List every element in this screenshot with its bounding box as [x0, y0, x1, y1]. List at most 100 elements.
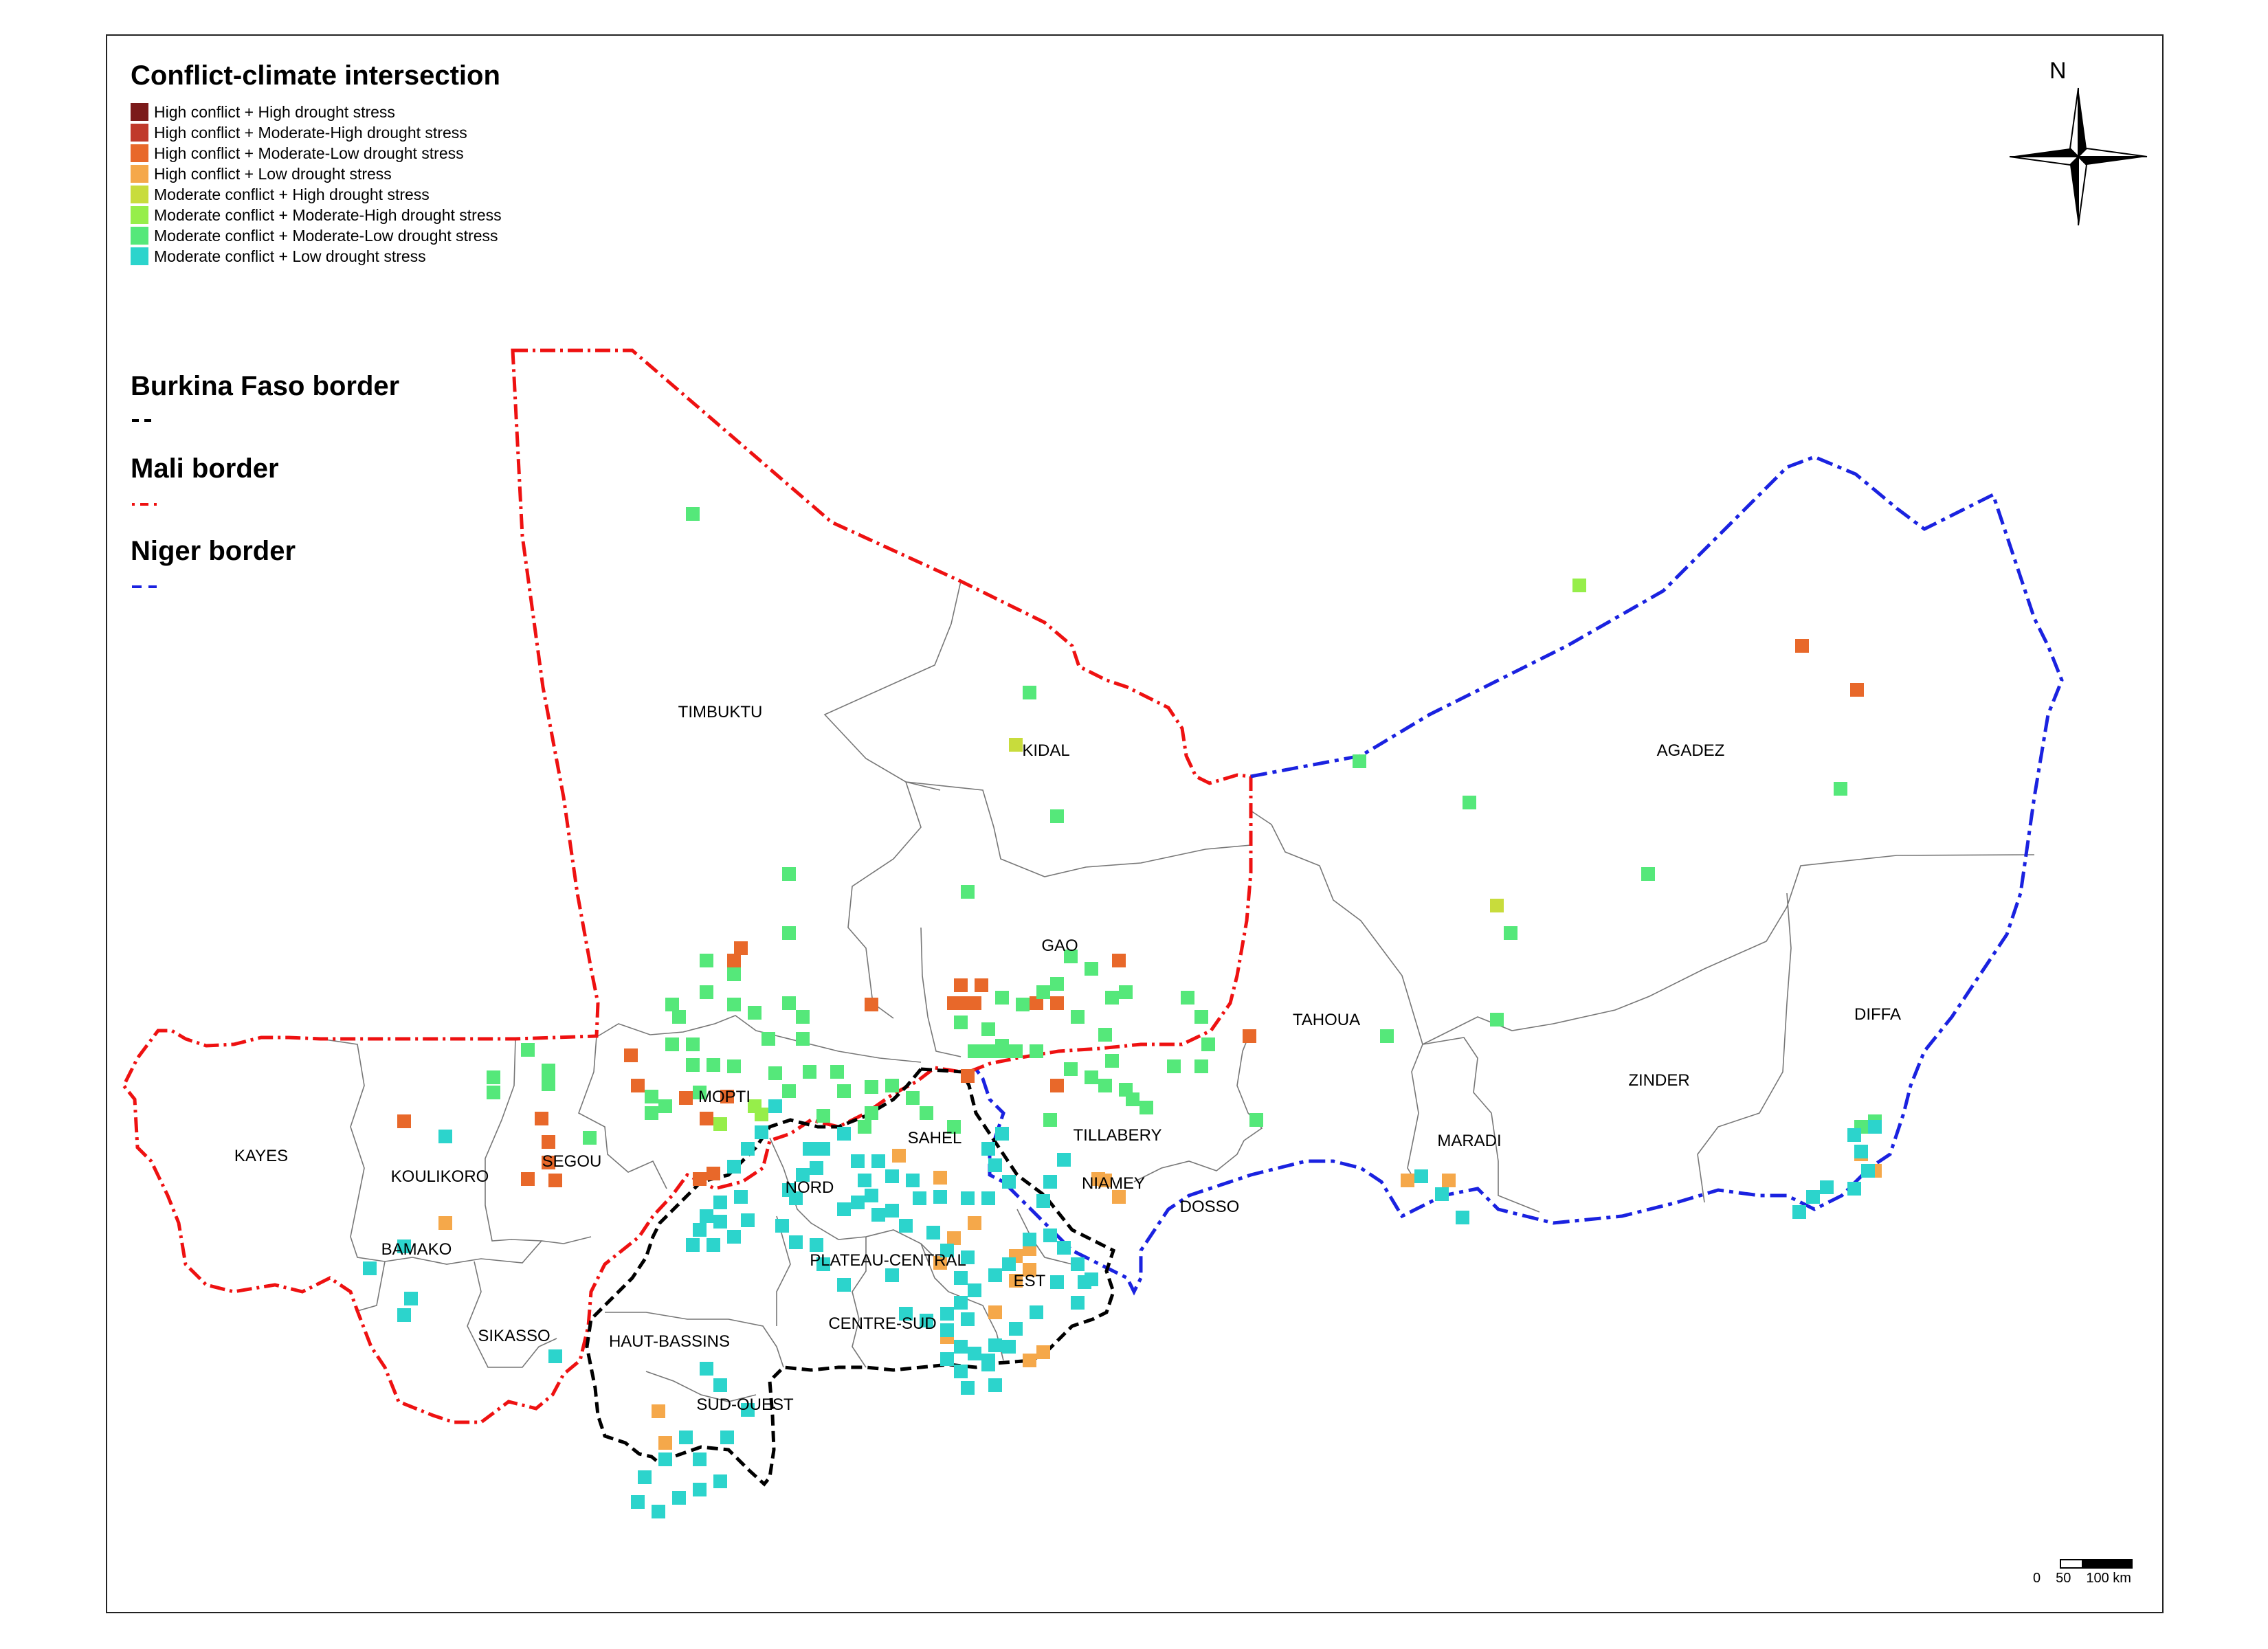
- intersection-cell: [1043, 1175, 1057, 1189]
- intersection-cell: [713, 1378, 727, 1392]
- boundary-agadez-tahoua: [1422, 854, 2035, 1045]
- intersection-cell: [1834, 782, 1847, 796]
- burkina-border-label: Burkina Faso border: [131, 371, 400, 401]
- intersection-cell: [1868, 1120, 1882, 1134]
- intersection-cell: [438, 1130, 452, 1143]
- intersection-cell: [638, 1470, 652, 1484]
- intersection-cell: [940, 1307, 954, 1321]
- scale-tick-0: 0: [2033, 1571, 2041, 1586]
- intersection-cell: [920, 1106, 933, 1120]
- intersection-cell: [734, 941, 748, 955]
- intersection-cell: [837, 1127, 851, 1141]
- intersection-cell: [624, 1048, 638, 1062]
- region-label-niamey: NIAMEY: [1082, 1174, 1145, 1193]
- intersection-cell: [782, 867, 796, 881]
- intersection-cell: [1050, 809, 1064, 823]
- intersection-cell: [885, 1204, 899, 1218]
- legend-label: High conflict + Moderate-High drought st…: [154, 123, 467, 142]
- intersection-cell: [1036, 1194, 1050, 1208]
- boundary-bf-internal-5: [776, 1215, 791, 1326]
- legend-item: Moderate conflict + Moderate-High drough…: [131, 205, 502, 225]
- intersection-cell: [1194, 1010, 1208, 1024]
- intersection-cell: [816, 1257, 830, 1271]
- intersection-cell: [782, 1183, 796, 1197]
- intersection-cell: [796, 1032, 810, 1046]
- intersection-cell: [658, 1452, 672, 1466]
- intersection-cell: [796, 1010, 810, 1024]
- boundary-mopti-south: [597, 1015, 922, 1063]
- intersection-cell: [1023, 1263, 1036, 1277]
- region-label-tahoua: TAHOUA: [1293, 1011, 1360, 1029]
- intersection-cell: [713, 1474, 727, 1488]
- intersection-cell: [954, 1365, 968, 1378]
- intersection-cell: [761, 1032, 775, 1046]
- intersection-cell: [693, 1483, 707, 1496]
- legend-swatch: [131, 227, 148, 245]
- intersection-cell: [1847, 1128, 1861, 1142]
- boundary-koulikoro-segou: [485, 1038, 542, 1242]
- region-labels: KAYES KOULIKORO SEGOU BAMAKO SIKASSO MOP…: [234, 703, 1901, 1414]
- intersection-cell: [961, 1069, 975, 1083]
- intersection-cell: [1194, 1059, 1208, 1073]
- intersection-cell: [1002, 1175, 1016, 1189]
- intersection-cell: [1249, 1113, 1263, 1127]
- map-frame: [106, 34, 2164, 1613]
- intersection-cell: [968, 996, 981, 1010]
- intersection-cell: [727, 1059, 741, 1073]
- intersection-cell: [1806, 1190, 1820, 1204]
- intersection-cell: [1085, 1272, 1098, 1286]
- boundary-bf-internal-6: [645, 1371, 757, 1402]
- intersection-cell: [1009, 1274, 1023, 1288]
- intersection-cell: [988, 1378, 1002, 1392]
- intersection-cell: [768, 1066, 782, 1080]
- region-label-est: EST: [1014, 1272, 1046, 1290]
- intersection-cell: [679, 1091, 693, 1105]
- intersection-cell: [741, 1142, 755, 1156]
- boundary-tahoua-maradi: [1407, 1044, 1423, 1182]
- intersection-cell: [796, 1168, 810, 1182]
- intersection-cell: [707, 1167, 720, 1180]
- intersection-cell: [707, 1238, 720, 1252]
- intersection-cell: [438, 1216, 452, 1230]
- intersection-cell: [1009, 1044, 1023, 1058]
- intersection-cell: [1091, 1172, 1105, 1186]
- intersection-cell: [933, 1256, 947, 1270]
- intersection-cell: [1442, 1174, 1456, 1187]
- intersection-cell: [686, 1058, 700, 1072]
- region-label-koulikoro: KOULIKORO: [391, 1167, 489, 1186]
- intersection-cell: [1854, 1145, 1868, 1158]
- legend-list: High conflict + High drought stress High …: [131, 102, 502, 267]
- legend-item: Moderate conflict + Moderate-Low drought…: [131, 225, 502, 246]
- intersection-cell: [665, 1037, 679, 1051]
- intersection-cell: [1064, 950, 1078, 963]
- intersection-cell: [1414, 1169, 1428, 1183]
- boundary-zinder-diffa: [1697, 893, 1792, 1203]
- intersection-cell: [1641, 867, 1655, 881]
- intersection-cell: [755, 1125, 768, 1139]
- intersection-cell: [713, 1215, 727, 1229]
- intersection-cell: [954, 1016, 968, 1029]
- intersection-cell: [961, 1250, 975, 1264]
- legend-title: Conflict-climate intersection: [131, 60, 500, 91]
- intersection-cell: [631, 1495, 645, 1509]
- region-label-diffa: DIFFA: [1854, 1005, 1901, 1024]
- intersection-cell: [913, 1191, 926, 1205]
- legend-swatch: [131, 144, 148, 162]
- intersection-cell: [583, 1131, 597, 1145]
- intersection-cell: [1435, 1187, 1449, 1201]
- region-label-zinder: ZINDER: [1628, 1071, 1689, 1090]
- scale-tick-50: 50: [2056, 1571, 2071, 1586]
- intersection-cell: [1105, 991, 1119, 1005]
- intersection-cell: [858, 1174, 871, 1187]
- intersection-cell: [1119, 985, 1133, 999]
- intersection-cell: [1023, 1233, 1036, 1246]
- intersection-cell: [1030, 996, 1043, 1010]
- intersection-cell: [631, 1079, 645, 1092]
- intersection-cell: [988, 1268, 1002, 1282]
- intersection-cell: [837, 1278, 851, 1292]
- intersection-cell: [1057, 1241, 1071, 1255]
- intersection-cell: [755, 1108, 768, 1121]
- intersection-cell: [892, 1149, 906, 1163]
- intersection-cell: [988, 1338, 1002, 1352]
